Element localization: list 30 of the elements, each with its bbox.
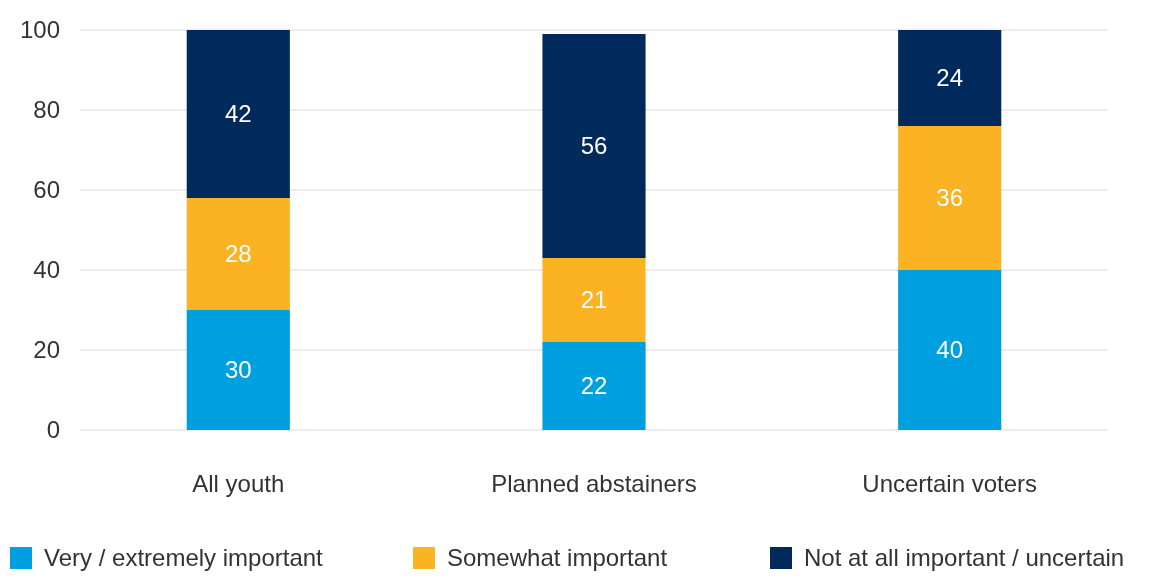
- data-label: 28: [224, 240, 252, 268]
- data-label: 40: [936, 336, 964, 364]
- y-tick-label: 60: [33, 176, 60, 204]
- legend-label: Very / extremely important: [44, 544, 324, 572]
- bar: [186, 30, 290, 198]
- bar: [542, 34, 646, 258]
- bar: [898, 270, 1002, 430]
- y-tick-label: 0: [46, 416, 60, 444]
- x-tick-label: All youth: [192, 470, 285, 497]
- data-label: 42: [224, 100, 252, 128]
- data-label: 22: [580, 372, 608, 400]
- legend-label: Not at all important / uncertain: [804, 544, 1125, 572]
- y-tick-label: 80: [33, 96, 60, 124]
- data-label: 56: [580, 132, 608, 160]
- y-tick-label: 20: [33, 336, 60, 364]
- x-tick-label: Uncertain voters: [862, 470, 1038, 497]
- bar: [898, 126, 1002, 270]
- y-tick-label: 40: [33, 256, 60, 284]
- x-tick-label: Planned abstainers: [491, 470, 697, 497]
- bar: [186, 310, 290, 430]
- bar: [542, 258, 646, 342]
- y-tick-label: 100: [19, 16, 60, 44]
- bar: [186, 198, 290, 310]
- data-label: 30: [224, 356, 252, 384]
- data-label: 21: [580, 286, 608, 314]
- data-label: 24: [936, 64, 964, 92]
- data-label: 36: [936, 184, 964, 212]
- bar: [898, 30, 1002, 126]
- legend-label: Somewhat important: [447, 544, 668, 572]
- bar: [542, 342, 646, 430]
